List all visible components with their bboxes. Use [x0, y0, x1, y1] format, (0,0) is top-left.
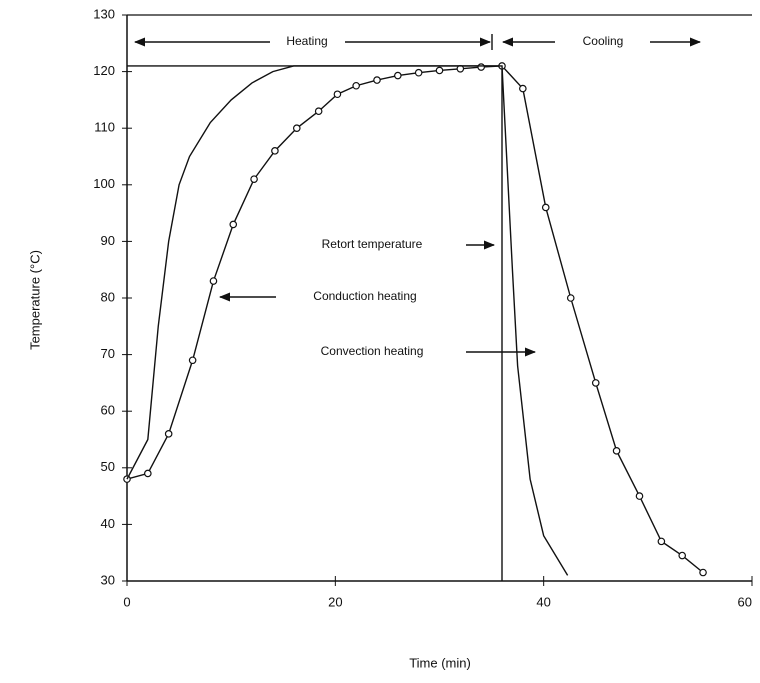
- x-tick-label: 0: [123, 594, 130, 609]
- data-point: [635, 492, 644, 500]
- data-point: [477, 63, 485, 71]
- data-point: [678, 551, 687, 560]
- x-tick-label: 60: [738, 594, 752, 609]
- data-point: [352, 81, 360, 90]
- data-point: [519, 84, 527, 93]
- annotation: Heating: [286, 34, 327, 48]
- y-tick-label: 100: [93, 176, 115, 191]
- x-tick-label: 20: [328, 594, 342, 609]
- data-point: [229, 220, 238, 229]
- data-point: [657, 537, 666, 546]
- y-tick-label: 110: [94, 120, 115, 135]
- data-point: [314, 107, 323, 116]
- annotation: Cooling: [583, 34, 624, 48]
- data-point: [373, 76, 381, 84]
- y-tick-label: 120: [93, 63, 115, 78]
- y-tick-label: 40: [101, 516, 115, 531]
- data-point: [333, 90, 342, 99]
- data-point: [271, 147, 279, 155]
- heating-arrows: [133, 34, 702, 357]
- data-point: [541, 203, 550, 212]
- data-point: [188, 356, 197, 365]
- series-line: [126, 65, 569, 576]
- y-tick-label: 30: [101, 572, 115, 587]
- data-point: [292, 124, 301, 133]
- data-point: [414, 68, 423, 77]
- data-point: [699, 568, 707, 577]
- y-tick-label: 80: [101, 289, 115, 304]
- series-line: [127, 65, 503, 581]
- series-label: Convection heating: [321, 344, 424, 358]
- data-point: [591, 379, 600, 387]
- data-point: [250, 175, 258, 183]
- data-point: [144, 469, 152, 478]
- data-point: [435, 66, 444, 75]
- series-label: Retort temperature: [322, 237, 423, 251]
- y-tick-label: 60: [101, 403, 115, 418]
- y-tick-label: 90: [101, 233, 115, 248]
- x-axis-label: Time (min): [409, 655, 471, 670]
- series-label: Conduction heating: [313, 289, 416, 303]
- series-line: [126, 65, 704, 574]
- data-point: [394, 71, 402, 80]
- y-axis-label: Temperature (°C): [27, 250, 42, 350]
- data-point: [164, 430, 173, 438]
- data-point: [209, 277, 218, 285]
- x-tick-label: 40: [536, 594, 550, 609]
- y-tick-label: 50: [101, 459, 115, 474]
- y-tick-label: 130: [93, 6, 115, 21]
- data-point: [566, 294, 575, 302]
- data-point: [612, 447, 621, 455]
- y-tick-label: 70: [101, 346, 115, 361]
